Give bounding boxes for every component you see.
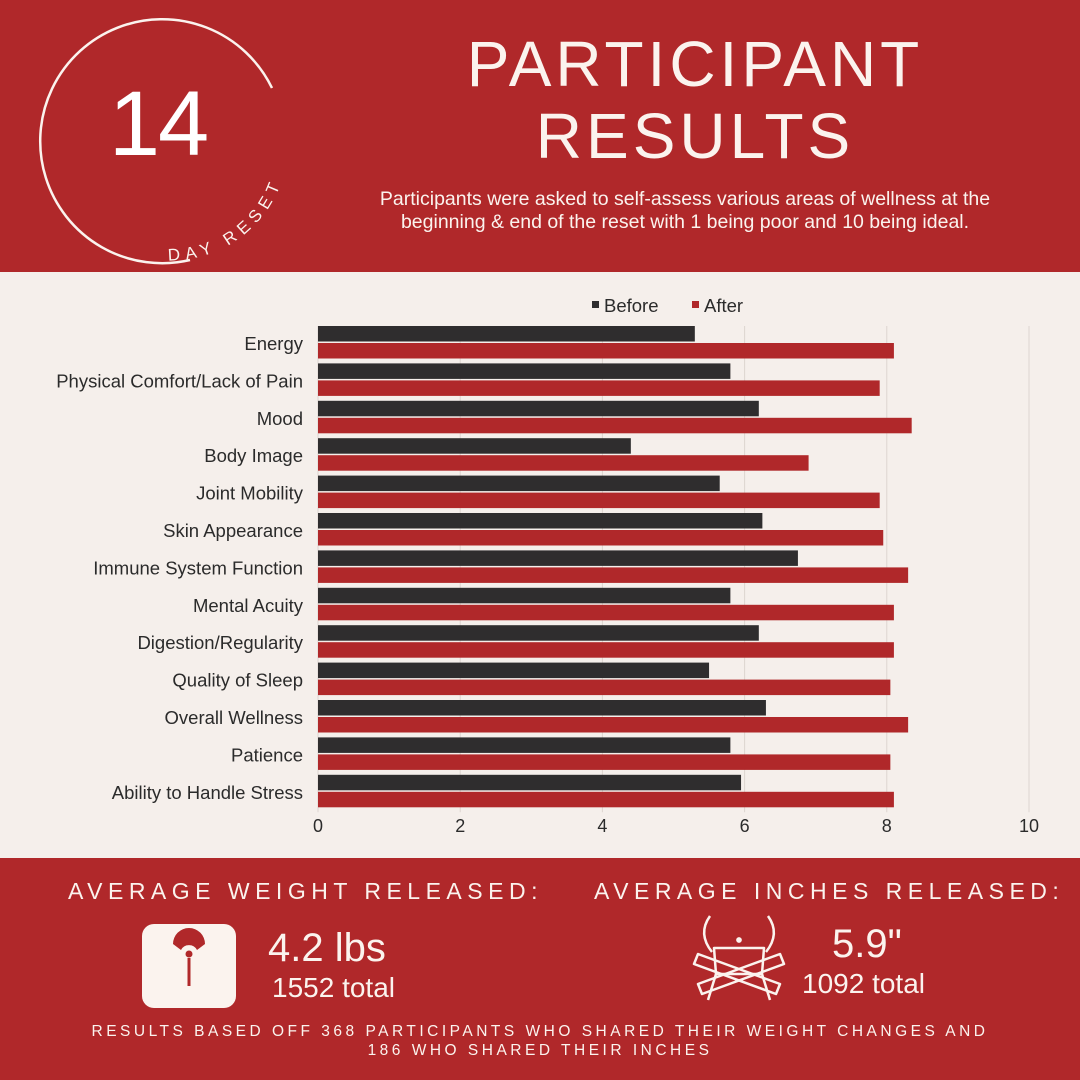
bar-before <box>318 513 763 529</box>
badge-caption: DAY RESET <box>167 175 286 265</box>
x-tick-label: 0 <box>313 816 323 836</box>
category-label: Ability to Handle Stress <box>112 782 303 803</box>
x-tick-label: 4 <box>597 816 607 836</box>
x-tick-label: 6 <box>740 816 750 836</box>
bar-after <box>318 642 894 658</box>
bar-before <box>318 550 798 566</box>
chart-panel: 0 2 4 6 8 10 Energy Physical Comfort/Lack of Pa… <box>0 272 1080 858</box>
badge-ring <box>38 17 274 265</box>
bar-before <box>318 326 695 342</box>
legend-swatch-after <box>692 301 699 308</box>
page-title: PARTICIPANT RESULTS <box>400 28 990 172</box>
bar-before <box>318 625 759 641</box>
bar-before <box>318 737 731 753</box>
bar-after <box>318 380 880 396</box>
category-label: Mental Acuity <box>193 595 304 616</box>
waist-measure-icon <box>692 915 786 1001</box>
category-label: Skin Appearance <box>163 520 303 541</box>
title-line-1: PARTICIPANT <box>466 28 924 100</box>
subtitle-line-2: beginning & end of the reset with 1 bein… <box>400 211 970 233</box>
day-reset-badge: DAY RESET <box>38 17 286 265</box>
weight-stat-total: 1552 total <box>272 972 395 1003</box>
bar-after <box>318 604 894 621</box>
category-label: Body Image <box>204 445 303 466</box>
category-label: Mood <box>257 408 303 429</box>
bar-after <box>318 492 880 509</box>
category-label: Joint Mobility <box>196 483 304 504</box>
bar-after <box>318 455 809 471</box>
note-line-1: RESULTS BASED OFF 368 PARTICIPANTS WHO S… <box>91 1023 989 1040</box>
footer: AVERAGE WEIGHT RELEASED: AVERAGE INCHES … <box>0 858 1080 1080</box>
bar-before <box>318 662 710 679</box>
bar-before <box>318 400 759 417</box>
badge-number: 14 <box>108 73 209 175</box>
bar-after <box>318 754 891 770</box>
inches-stat-value: 5.9" <box>832 922 902 966</box>
legend-swatch-before <box>592 301 599 308</box>
bar-before <box>318 774 742 791</box>
weight-stat-label: AVERAGE WEIGHT RELEASED: <box>68 878 543 904</box>
bar-after <box>318 717 909 733</box>
header: DAY RESET 14 PARTICIPANT RESULTS Partici… <box>0 0 1080 272</box>
category-label: Energy <box>244 333 303 354</box>
bar-after <box>318 530 884 546</box>
bar-after <box>318 567 909 583</box>
scale-icon <box>142 924 236 1008</box>
bar-before <box>318 438 631 454</box>
wellness-bar-chart: 0 2 4 6 8 10 Energy Physical Comfort/Lack of Pa… <box>56 295 1039 836</box>
bar-after <box>318 343 894 359</box>
category-label: Physical Comfort/Lack of Pain <box>56 370 303 391</box>
bar-before <box>318 587 731 604</box>
bar-before <box>318 700 766 716</box>
bar-after <box>318 679 891 696</box>
bar-after <box>318 791 894 808</box>
x-tick-label: 10 <box>1019 816 1039 836</box>
bar-before <box>318 363 731 379</box>
category-label: Digestion/Regularity <box>137 632 303 653</box>
title-line-2: RESULTS <box>535 100 855 172</box>
inches-stat-label: AVERAGE INCHES RELEASED: <box>594 878 1065 904</box>
category-label: Immune System Function <box>93 557 303 578</box>
sample-size-note: RESULTS BASED OFF 368 PARTICIPANTS WHO S… <box>20 1022 1060 1060</box>
note-line-2: 186 WHO SHARED THEIR INCHES <box>367 1042 713 1059</box>
legend-label-after: After <box>704 295 743 316</box>
bar-after <box>318 417 912 434</box>
bar-before <box>318 475 720 492</box>
category-label: Overall Wellness <box>165 707 303 728</box>
inches-stat-total: 1092 total <box>802 968 925 999</box>
subtitle-line-1: Participants were asked to self-assess v… <box>379 188 991 210</box>
category-label: Patience <box>231 744 303 765</box>
page-subtitle: Participants were asked to self-assess v… <box>305 188 1065 234</box>
legend-label-before: Before <box>604 295 659 316</box>
category-label: Quality of Sleep <box>172 670 303 691</box>
x-tick-label: 8 <box>882 816 892 836</box>
x-tick-label: 2 <box>455 816 465 836</box>
weight-stat-value: 4.2 lbs <box>268 926 386 970</box>
